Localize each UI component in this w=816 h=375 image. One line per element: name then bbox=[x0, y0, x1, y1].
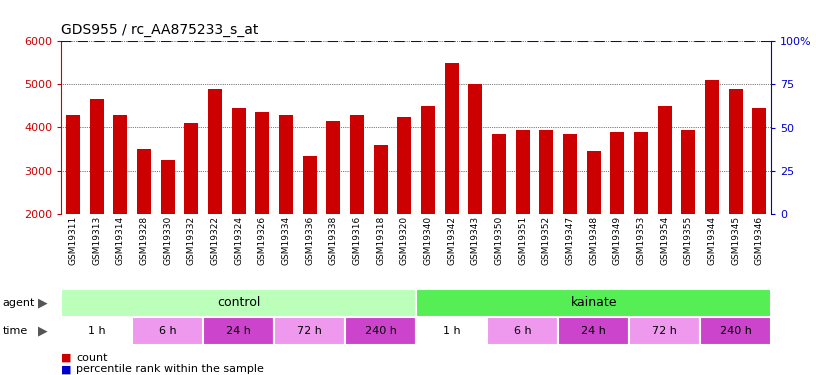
Bar bbox=[416, 317, 487, 345]
Text: ■: ■ bbox=[61, 353, 72, 363]
Text: ■: ■ bbox=[61, 364, 72, 374]
Bar bbox=[232, 108, 246, 214]
Text: GSM19355: GSM19355 bbox=[684, 216, 693, 265]
Text: GSM19320: GSM19320 bbox=[400, 216, 409, 265]
Bar bbox=[681, 130, 695, 214]
Bar bbox=[610, 132, 624, 214]
Text: GSM19343: GSM19343 bbox=[471, 216, 480, 265]
Text: GSM19345: GSM19345 bbox=[731, 216, 740, 265]
Bar bbox=[634, 132, 648, 214]
Bar bbox=[729, 89, 743, 214]
Text: GSM19351: GSM19351 bbox=[518, 216, 527, 265]
Bar bbox=[397, 117, 411, 214]
Bar bbox=[492, 134, 506, 214]
Text: GSM19352: GSM19352 bbox=[542, 216, 551, 265]
Text: control: control bbox=[217, 296, 260, 309]
Bar bbox=[587, 151, 601, 214]
Bar bbox=[61, 289, 416, 317]
Bar bbox=[563, 134, 577, 214]
Bar bbox=[113, 115, 127, 214]
Text: GSM19318: GSM19318 bbox=[376, 216, 385, 265]
Bar bbox=[445, 63, 459, 214]
Text: GDS955 / rc_AA875233_s_at: GDS955 / rc_AA875233_s_at bbox=[61, 24, 259, 38]
Text: 24 h: 24 h bbox=[581, 326, 606, 336]
Text: GSM19354: GSM19354 bbox=[660, 216, 669, 265]
Text: 240 h: 240 h bbox=[365, 326, 397, 336]
Text: GSM19311: GSM19311 bbox=[69, 216, 78, 265]
Bar bbox=[137, 149, 151, 214]
Bar bbox=[629, 317, 700, 345]
Text: GSM19322: GSM19322 bbox=[211, 216, 220, 265]
Text: GSM19346: GSM19346 bbox=[755, 216, 764, 265]
Text: GSM19336: GSM19336 bbox=[305, 216, 314, 265]
Text: GSM19334: GSM19334 bbox=[282, 216, 290, 265]
Bar bbox=[66, 115, 80, 214]
Bar bbox=[516, 130, 530, 214]
Bar bbox=[184, 123, 198, 214]
Text: ▶: ▶ bbox=[38, 324, 48, 338]
Text: GSM19314: GSM19314 bbox=[116, 216, 125, 265]
Bar bbox=[487, 317, 558, 345]
Text: GSM19353: GSM19353 bbox=[636, 216, 645, 265]
Text: GSM19313: GSM19313 bbox=[92, 216, 101, 265]
Text: count: count bbox=[76, 353, 108, 363]
Text: GSM19330: GSM19330 bbox=[163, 216, 172, 265]
Text: 1 h: 1 h bbox=[443, 326, 460, 336]
Bar bbox=[700, 317, 771, 345]
Bar bbox=[345, 317, 416, 345]
Text: GSM19349: GSM19349 bbox=[613, 216, 622, 265]
Bar bbox=[90, 99, 104, 214]
Bar bbox=[705, 80, 719, 214]
Bar bbox=[203, 317, 274, 345]
Bar bbox=[468, 84, 482, 214]
Bar bbox=[539, 130, 553, 214]
Text: ▶: ▶ bbox=[38, 296, 48, 309]
Bar bbox=[326, 121, 340, 214]
Bar bbox=[558, 317, 629, 345]
Text: GSM19324: GSM19324 bbox=[234, 216, 243, 265]
Text: 240 h: 240 h bbox=[720, 326, 752, 336]
Text: GSM19316: GSM19316 bbox=[353, 216, 361, 265]
Text: 72 h: 72 h bbox=[652, 326, 677, 336]
Bar bbox=[161, 160, 175, 214]
Text: GSM19338: GSM19338 bbox=[329, 216, 338, 265]
Bar bbox=[208, 89, 222, 214]
Bar bbox=[374, 145, 388, 214]
Bar bbox=[416, 289, 771, 317]
Text: GSM19350: GSM19350 bbox=[494, 216, 503, 265]
Bar bbox=[61, 317, 132, 345]
Text: GSM19344: GSM19344 bbox=[707, 216, 716, 265]
Text: 1 h: 1 h bbox=[88, 326, 105, 336]
Bar bbox=[132, 317, 203, 345]
Text: GSM19342: GSM19342 bbox=[447, 216, 456, 265]
Text: GSM19348: GSM19348 bbox=[589, 216, 598, 265]
Text: GSM19332: GSM19332 bbox=[187, 216, 196, 265]
Text: GSM19328: GSM19328 bbox=[140, 216, 149, 265]
Text: kainate: kainate bbox=[570, 296, 617, 309]
Text: percentile rank within the sample: percentile rank within the sample bbox=[76, 364, 264, 374]
Bar bbox=[274, 317, 345, 345]
Bar bbox=[350, 115, 364, 214]
Text: 6 h: 6 h bbox=[159, 326, 176, 336]
Text: GSM19347: GSM19347 bbox=[565, 216, 574, 265]
Text: 72 h: 72 h bbox=[297, 326, 322, 336]
Text: time: time bbox=[2, 326, 28, 336]
Bar bbox=[658, 106, 672, 214]
Bar bbox=[421, 106, 435, 214]
Bar bbox=[752, 108, 766, 214]
Bar bbox=[303, 156, 317, 214]
Text: 6 h: 6 h bbox=[514, 326, 531, 336]
Text: agent: agent bbox=[2, 298, 35, 308]
Text: 24 h: 24 h bbox=[226, 326, 251, 336]
Bar bbox=[255, 112, 269, 214]
Text: GSM19326: GSM19326 bbox=[258, 216, 267, 265]
Bar bbox=[279, 115, 293, 214]
Text: GSM19340: GSM19340 bbox=[424, 216, 432, 265]
